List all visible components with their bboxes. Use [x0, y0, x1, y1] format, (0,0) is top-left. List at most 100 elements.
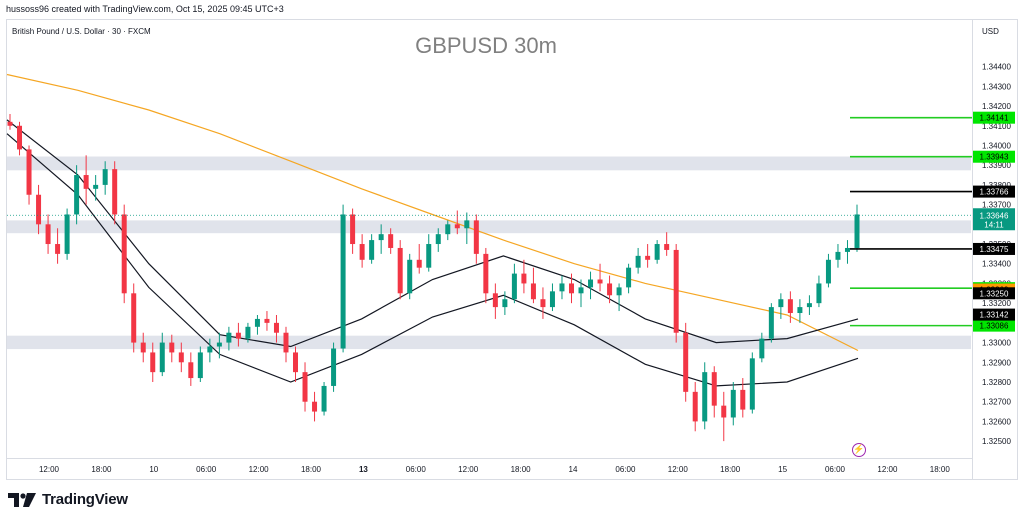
x-tick-label: 06:00: [196, 465, 217, 474]
x-tick-label: 15: [778, 465, 787, 474]
candle-body: [273, 322, 279, 333]
candle-body: [388, 234, 394, 248]
candle-body: [844, 247, 850, 252]
y-tick-label: 1.32900: [982, 358, 1011, 367]
x-tick-label: 12:00: [458, 465, 479, 474]
brand-name: TradingView: [42, 491, 128, 508]
candle-body: [597, 279, 603, 284]
x-tick-label: 06:00: [406, 465, 427, 474]
candle-body: [36, 194, 42, 225]
candle-body: [511, 273, 517, 300]
candle-body: [331, 348, 337, 386]
candle-body: [730, 389, 736, 418]
candle-body: [797, 307, 803, 314]
x-tick-label: 10: [149, 465, 158, 474]
candle-body: [102, 169, 108, 185]
axis-label-1: 1.33250: [980, 289, 1009, 298]
y-tick-label: 1.34300: [982, 82, 1011, 91]
tradingview-logo[interactable]: TradingView: [8, 491, 128, 508]
symbol-legend[interactable]: British Pound / U.S. Dollar · 30 · FXCM: [12, 27, 151, 36]
zone-0: [7, 156, 971, 171]
candle-body: [26, 149, 32, 195]
candle-body: [188, 362, 194, 379]
candle-body: [549, 291, 555, 308]
zone-2: [7, 335, 971, 350]
candle-body: [454, 224, 460, 229]
level-label-3: 1.33475: [980, 245, 1009, 254]
level-label-2: 1.33766: [980, 188, 1009, 197]
candle-body: [626, 267, 632, 288]
candle-body: [825, 259, 831, 284]
candle-body: [397, 247, 403, 294]
candle-body: [530, 283, 536, 300]
candle-body: [654, 244, 660, 260]
x-tick-label: 18:00: [91, 465, 112, 474]
candle-body: [369, 240, 375, 260]
candle-body: [702, 372, 708, 422]
y-tick-label: 1.34100: [982, 122, 1011, 131]
candle-body: [45, 224, 51, 245]
candle-body: [559, 283, 565, 292]
candle-body: [692, 391, 698, 422]
candle-body: [264, 318, 270, 323]
candle-body: [407, 259, 413, 294]
x-tick-label: 13: [359, 465, 368, 474]
candle-body: [492, 293, 498, 308]
candle-body: [426, 244, 432, 268]
axis-label-2: 1.33142: [980, 311, 1009, 320]
y-tick-label: 1.34400: [982, 63, 1011, 72]
candle-body: [112, 169, 118, 215]
y-tick-label: 1.33400: [982, 260, 1011, 269]
candle-body: [55, 244, 61, 254]
candle-body: [216, 342, 222, 347]
x-tick-label: 18:00: [511, 465, 532, 474]
candle-body: [816, 283, 822, 304]
current-price-label-bg: [973, 208, 1015, 231]
y-tick-label: 1.32600: [982, 417, 1011, 426]
lightning-icon[interactable]: ⚡: [852, 443, 866, 457]
level-label-bg-2: [973, 185, 1015, 198]
countdown-label: 14:11: [984, 220, 1004, 229]
candle-body: [464, 220, 470, 229]
candle-body: [673, 249, 679, 333]
axis-label-bg-2: [973, 308, 1015, 321]
candle-body: [635, 255, 641, 268]
level-label-5: 1.33086: [980, 322, 1009, 331]
candle-body: [588, 279, 594, 288]
candle-body: [740, 389, 746, 410]
candle-body: [178, 352, 184, 363]
x-tick-label: 12:00: [668, 465, 689, 474]
candle-body: [197, 352, 203, 379]
level-label-bg-1: [973, 150, 1015, 163]
ema-200-line: [6, 73, 859, 352]
candle-body: [17, 125, 23, 150]
candle-body: [435, 234, 441, 245]
candle-body: [578, 287, 584, 294]
x-tick-label: 14: [569, 465, 578, 474]
candle-body: [378, 234, 384, 241]
tradingview-logo-icon: [8, 492, 36, 507]
candle-body: [7, 121, 13, 126]
x-tick-label: 12:00: [39, 465, 60, 474]
y-tick-label: 1.33700: [982, 201, 1011, 210]
y-tick-label: 1.32700: [982, 398, 1011, 407]
candle-body: [131, 293, 137, 343]
x-tick-label: 18:00: [301, 465, 322, 474]
level-label-bg-0: [973, 111, 1015, 124]
y-tick-label: 1.33900: [982, 161, 1011, 170]
axis-label-bg-1: [973, 287, 1015, 300]
chart-frame: [6, 19, 1018, 480]
candle-body: [607, 283, 613, 296]
candle-body: [235, 332, 241, 339]
candle-body: [226, 332, 232, 343]
candle-body: [74, 175, 80, 215]
level-label-bg-5: [973, 319, 1015, 332]
candle-body: [283, 332, 289, 353]
currency-label[interactable]: USD: [982, 27, 999, 36]
candle-body: [645, 255, 651, 260]
candle-body: [340, 214, 346, 349]
time-axis-divider: [6, 458, 972, 459]
chart-title: GBPUSD 30m: [415, 33, 557, 58]
candle-body: [293, 352, 299, 373]
